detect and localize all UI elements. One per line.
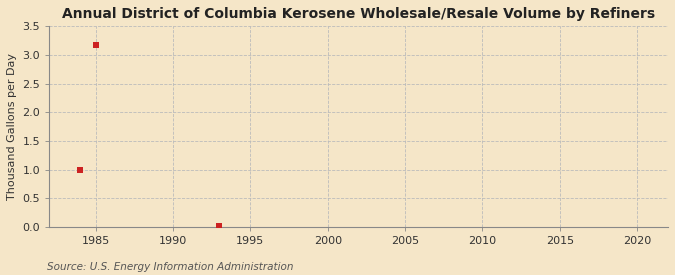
Text: Source: U.S. Energy Information Administration: Source: U.S. Energy Information Administ… (47, 262, 294, 272)
Y-axis label: Thousand Gallons per Day: Thousand Gallons per Day (7, 53, 17, 200)
Point (90, 42, 101, 47)
Point (214, 224, 225, 228)
Point (75, 167, 86, 172)
Title: Annual District of Columbia Kerosene Wholesale/Resale Volume by Refiners: Annual District of Columbia Kerosene Who… (62, 7, 655, 21)
